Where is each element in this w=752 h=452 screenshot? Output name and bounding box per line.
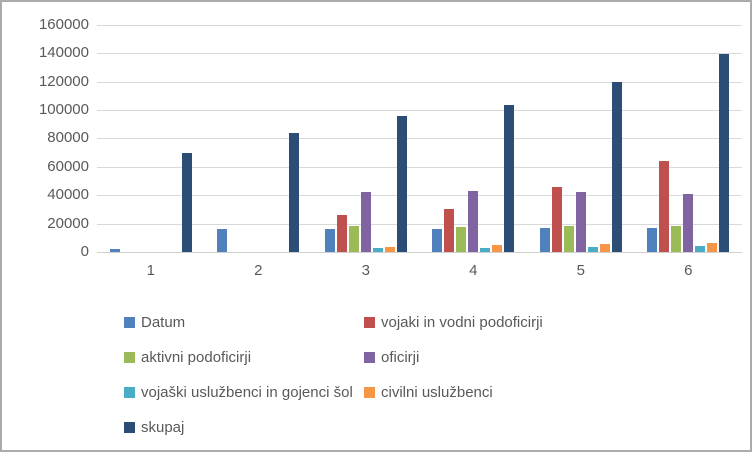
bar-vojaški-uslužbenci-in-gojenci-šol	[372, 248, 383, 252]
y-axis-tick-label: 120000	[38, 73, 89, 90]
gridline	[97, 138, 742, 139]
legend-item-datum: Datum	[124, 314, 364, 331]
x-axis-tick-label: 5	[576, 262, 585, 279]
gridline	[97, 82, 742, 83]
bar-vojaški-uslužbenci-in-gojenci-šol	[480, 248, 491, 252]
bar-civilni-uslužbenci	[492, 245, 503, 252]
y-axis-tick-label: 80000	[47, 129, 89, 146]
legend-marker-icon	[124, 387, 135, 398]
legend-label: aktivni podoficirji	[141, 349, 252, 366]
bar-datum	[324, 229, 335, 252]
legend-label: Datum	[141, 314, 186, 331]
gridline	[97, 252, 742, 253]
legend-marker-icon	[364, 352, 375, 363]
legend-marker-icon	[364, 317, 375, 328]
bar-skupaj	[181, 153, 192, 252]
legend-label: oficirji	[381, 349, 420, 366]
bar-skupaj	[504, 105, 515, 252]
legend-marker-icon	[364, 387, 375, 398]
bar-oficirji	[360, 192, 371, 252]
bar-aktivni-podoficirji	[671, 226, 682, 252]
bar-group-4: 4	[420, 25, 528, 279]
gridline	[97, 195, 742, 196]
bar-vojaki-in-vodni-podoficirji	[336, 215, 347, 252]
y-axis-tick-label: 100000	[38, 101, 89, 118]
legend-row: aktivni podoficirji oficirji	[124, 340, 724, 375]
legend-item-civilni-uslužbenci: civilni uslužbenci	[364, 384, 493, 401]
bar-group-2: 2	[205, 25, 313, 279]
legend-item-vojaški-uslužbenci-in-gojenci-šol: vojaški uslužbenci in gojenci šol	[124, 384, 364, 401]
gridline	[97, 167, 742, 168]
bar-skupaj	[396, 116, 407, 252]
gridline	[97, 53, 742, 54]
legend-marker-icon	[124, 352, 135, 363]
bar-oficirji	[575, 192, 586, 252]
gridline	[97, 110, 742, 111]
bar-vojaki-in-vodni-podoficirji	[444, 209, 455, 252]
y-axis-tick-label: 20000	[47, 215, 89, 232]
plot-area: 1 2 3 4 5 6	[97, 25, 743, 279]
bar-datum	[432, 229, 443, 252]
bar-datum	[647, 228, 658, 252]
bar-group-5: 5	[527, 25, 635, 279]
bar-datum	[109, 249, 120, 252]
legend-label: vojaki in vodni podoficirji	[381, 314, 543, 331]
bar-datum	[217, 229, 228, 252]
y-axis-tick-label: 40000	[47, 186, 89, 203]
legend-label: vojaški uslužbenci in gojenci šol	[141, 384, 353, 401]
bar-aktivni-podoficirji	[456, 227, 467, 252]
x-axis-tick-label: 6	[684, 262, 693, 279]
bar-group-6: 6	[635, 25, 743, 279]
legend-item-aktivni-podoficirji: aktivni podoficirji	[124, 349, 364, 366]
x-axis-tick-label: 2	[254, 262, 263, 279]
gridline	[97, 25, 742, 26]
bar-vojaki-in-vodni-podoficirji	[659, 161, 670, 252]
bar-skupaj	[611, 82, 622, 252]
legend-item-oficirji: oficirji	[364, 349, 419, 366]
legend-item-skupaj: skupaj	[124, 419, 364, 436]
bar-oficirji	[468, 191, 479, 252]
bar-aktivni-podoficirji	[348, 226, 359, 252]
bar-aktivni-podoficirji	[563, 226, 574, 252]
bar-group-3: 3	[312, 25, 420, 279]
gridline	[97, 224, 742, 225]
bar-groups: 1 2 3 4 5 6	[97, 25, 743, 279]
legend-marker-icon	[124, 317, 135, 328]
bar-group-1: 1	[97, 25, 205, 279]
bar-skupaj	[719, 54, 730, 252]
legend-row: skupaj	[124, 410, 724, 445]
bar-vojaki-in-vodni-podoficirji	[551, 187, 562, 252]
y-axis: 0 20000 40000 60000 80000 100000 120000 140000 1…	[2, 16, 89, 260]
bar-vojaški-uslužbenci-in-gojenci-šol	[587, 247, 598, 252]
bar-oficirji	[683, 194, 694, 252]
bar-civilni-uslužbenci	[707, 243, 718, 252]
x-axis-tick-label: 4	[469, 262, 478, 279]
legend-label: skupaj	[141, 419, 185, 436]
bar-datum	[539, 228, 550, 252]
y-axis-tick-label: 60000	[47, 158, 89, 175]
legend-row: Datum vojaki in vodni podoficirji	[124, 305, 724, 340]
bar-skupaj	[289, 133, 300, 252]
legend-item-vojaki-in-vodni-podoficirji: vojaki in vodni podoficirji	[364, 314, 543, 331]
y-axis-tick-label: 160000	[38, 16, 89, 33]
bar-civilni-uslužbenci	[599, 244, 610, 252]
bar-vojaški-uslužbenci-in-gojenci-šol	[695, 246, 706, 252]
legend-marker-icon	[124, 422, 135, 433]
legend-label: civilni uslužbenci	[381, 384, 493, 401]
y-axis-tick-label: 140000	[38, 44, 89, 61]
legend-row: vojaški uslužbenci in gojenci šol civilni…	[124, 375, 724, 410]
y-axis-tick-label: 0	[80, 243, 89, 260]
x-axis-tick-label: 3	[361, 262, 370, 279]
bar-civilni-uslužbenci	[384, 247, 395, 252]
x-axis-tick-label: 1	[146, 262, 155, 279]
legend: Datum vojaki in vodni podoficirji aktivni …	[124, 305, 724, 445]
